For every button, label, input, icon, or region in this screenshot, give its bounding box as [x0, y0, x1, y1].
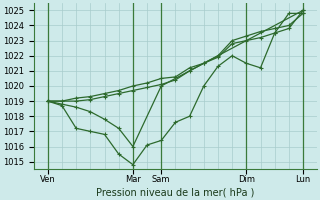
X-axis label: Pression niveau de la mer( hPa ): Pression niveau de la mer( hPa ): [96, 187, 255, 197]
